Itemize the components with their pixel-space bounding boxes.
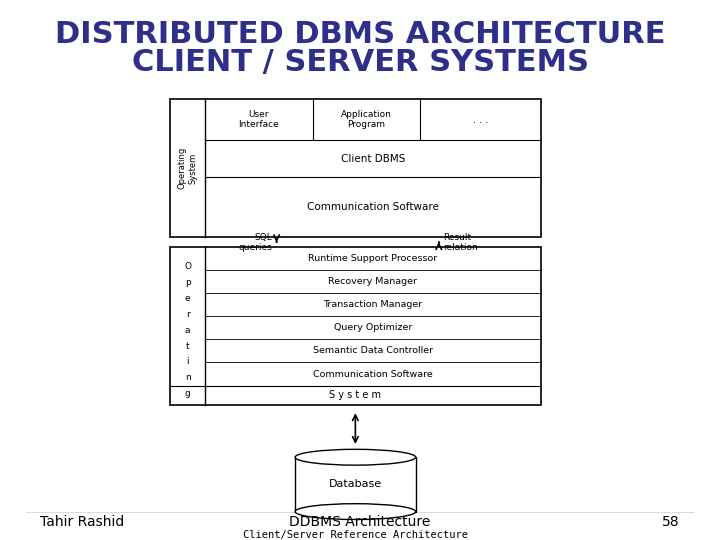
Text: Client DBMS: Client DBMS: [341, 154, 405, 164]
Bar: [295, 457, 415, 511]
Text: . . .: . . .: [473, 114, 488, 125]
Text: CLIENT / SERVER SYSTEMS: CLIENT / SERVER SYSTEMS: [132, 48, 588, 77]
Text: Transaction Manager: Transaction Manager: [323, 300, 423, 309]
Text: g: g: [185, 389, 190, 398]
Text: i: i: [186, 357, 189, 366]
Text: Client/Server Reference Architecture: Client/Server Reference Architecture: [243, 530, 468, 540]
Bar: [170, 99, 541, 237]
Text: p: p: [185, 278, 190, 287]
Text: 58: 58: [662, 515, 680, 529]
Ellipse shape: [295, 449, 415, 465]
Text: r: r: [186, 310, 189, 319]
Text: S y s t e m: S y s t e m: [329, 390, 382, 401]
Ellipse shape: [295, 504, 415, 519]
Text: Database: Database: [329, 480, 382, 489]
Text: a: a: [185, 326, 190, 335]
Text: O: O: [184, 262, 191, 272]
Text: t: t: [186, 341, 189, 350]
Text: Runtime Support Processor: Runtime Support Processor: [308, 254, 438, 263]
Text: Communication Software: Communication Software: [307, 202, 439, 212]
Text: DISTRIBUTED DBMS ARCHITECTURE: DISTRIBUTED DBMS ARCHITECTURE: [55, 20, 665, 49]
Text: Tahir Rashid: Tahir Rashid: [40, 515, 125, 529]
Text: User
Interface: User Interface: [238, 110, 279, 129]
Text: Operating
System: Operating System: [178, 147, 197, 189]
Text: e: e: [185, 294, 190, 303]
Text: Recovery Manager: Recovery Manager: [328, 277, 418, 286]
Text: Semantic Data Controller: Semantic Data Controller: [313, 347, 433, 355]
Text: n: n: [185, 373, 190, 382]
Text: DDBMS Architecture: DDBMS Architecture: [289, 515, 431, 529]
Text: Communication Software: Communication Software: [313, 369, 433, 379]
Text: Result
relation: Result relation: [444, 233, 478, 252]
Text: Query Optimizer: Query Optimizer: [334, 323, 412, 333]
Bar: [170, 247, 541, 406]
Text: SQL
queries: SQL queries: [238, 233, 272, 252]
Text: Application
Program: Application Program: [341, 110, 392, 129]
